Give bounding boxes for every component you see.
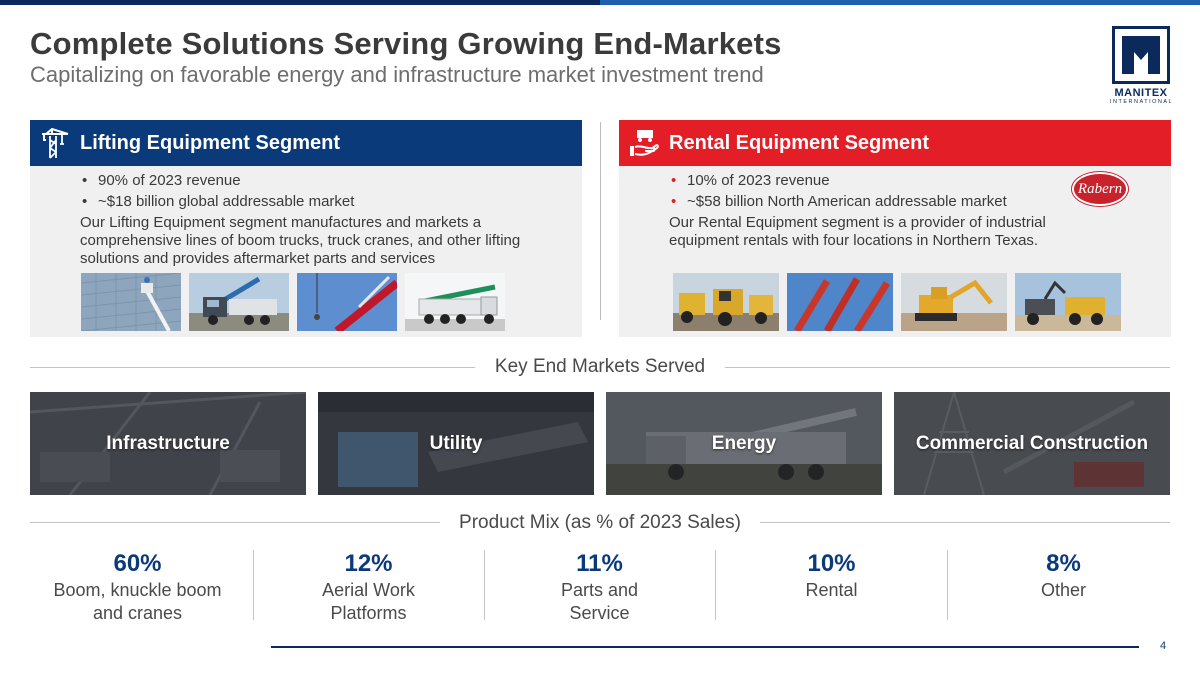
product-mix-item: 10% Rental (716, 550, 947, 603)
section-rule-left (30, 522, 440, 523)
mix-value: 12% (344, 550, 393, 577)
market-tile-infrastructure: Infrastructure (30, 392, 306, 495)
mix-separator (947, 550, 948, 620)
footer-rule (271, 646, 1139, 648)
rental-bullet: ~$58 billion North American addressable … (669, 193, 1171, 211)
logo-mark (1112, 26, 1170, 84)
lifting-photo-strip (81, 273, 505, 331)
excavator-photo (901, 273, 1007, 331)
mix-label: and cranes (92, 603, 183, 623)
mix-separator (715, 550, 716, 620)
section-rule-right (725, 367, 1170, 368)
aerial-work-platform-photo (81, 273, 181, 331)
lifting-bullet: 90% of 2023 revenue (80, 172, 582, 190)
product-mix-item: 11% Parts and Service (484, 550, 715, 624)
market-label: Utility (429, 432, 483, 454)
rabern-logo: Rabern (1072, 172, 1128, 206)
logo-sub: INTERNATIONAL (1110, 99, 1174, 105)
markets-heading: Key End Markets Served (494, 356, 706, 377)
product-mix-heading: Product Mix (as % of 2023 Sales) (459, 512, 741, 533)
loader-fleet-photo (673, 273, 779, 331)
company-logo: MANITEX INTERNATIONAL (1110, 26, 1172, 106)
rental-segment-header: Rental Equipment Segment (619, 120, 1171, 166)
crane-icon (30, 120, 80, 166)
mix-separator (253, 550, 254, 620)
mix-label: Boom, knuckle boom (53, 580, 222, 600)
page-title: Complete Solutions Serving Growing End-M… (30, 26, 782, 61)
mix-label: Parts and (560, 580, 639, 600)
boom-truck-photo (189, 273, 289, 331)
mix-separator (484, 550, 485, 620)
lifting-segment-header: Lifting Equipment Segment (30, 120, 582, 166)
section-rule-right (760, 522, 1170, 523)
rental-photo-strip (673, 273, 1121, 331)
top-accent-bar-right (600, 0, 1200, 5)
rental-bullet: 10% of 2023 revenue (669, 172, 1171, 190)
lifting-description: Our Lifting Equipment segment manufactur… (80, 214, 521, 267)
market-label: Infrastructure (106, 432, 230, 454)
mix-label: Platforms (330, 603, 407, 623)
mix-label: Aerial Work (322, 580, 415, 600)
page-number: 4 (1160, 640, 1167, 652)
truck-crane-photo (405, 273, 505, 331)
top-accent-bar-left (0, 0, 600, 5)
mix-label: Other (1040, 580, 1087, 600)
mix-value: 60% (113, 550, 162, 577)
lifting-bullet: ~$18 billion global addressable market (80, 193, 582, 211)
mix-value: 10% (807, 550, 856, 577)
market-label: Commercial Construction (915, 432, 1149, 454)
mix-label: Service (569, 603, 630, 623)
product-mix-item: 60% Boom, knuckle boom and cranes (22, 550, 253, 624)
telehandler-booms-photo (787, 273, 893, 331)
product-mix-item: 8% Other (948, 550, 1179, 603)
crane-hook-photo (297, 273, 397, 331)
logo-name: MANITEX (1114, 87, 1168, 99)
rental-segment-title: Rental Equipment Segment (669, 131, 930, 154)
hand-truck-icon (619, 120, 669, 166)
rental-description: Our Rental Equipment segment is a provid… (669, 214, 1046, 249)
page-subtitle: Capitalizing on favorable energy and inf… (30, 62, 764, 87)
segment-divider (600, 122, 601, 320)
market-tile-energy: Energy (606, 392, 882, 495)
lifting-segment-title: Lifting Equipment Segment (80, 131, 340, 154)
mix-label: Rental (805, 580, 858, 600)
section-rule-left (30, 367, 475, 368)
product-mix-item: 12% Aerial Work Platforms (253, 550, 484, 624)
market-tile-utility: Utility (318, 392, 594, 495)
mix-value: 11% (576, 550, 623, 577)
market-label: Energy (711, 432, 777, 454)
forestry-equipment-photo (1015, 273, 1121, 331)
market-tile-commercial-construction: Commercial Construction (894, 392, 1170, 495)
mix-value: 8% (1046, 550, 1081, 577)
